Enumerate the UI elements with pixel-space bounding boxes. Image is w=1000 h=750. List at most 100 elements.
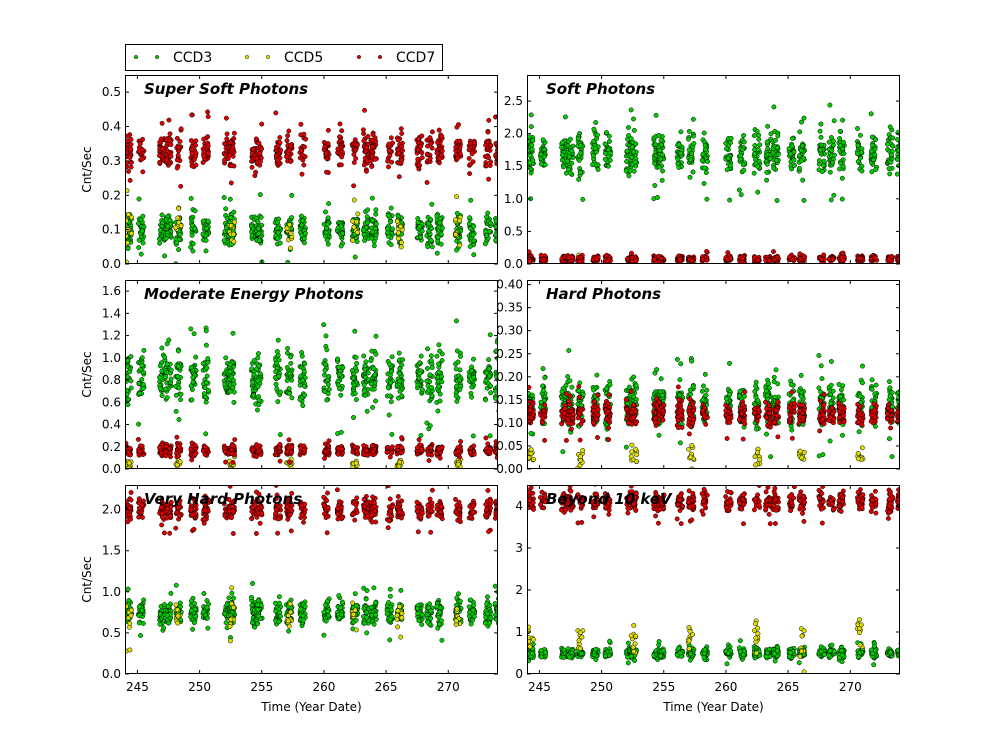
point-ccd3 — [869, 134, 875, 140]
point-ccd3 — [565, 374, 571, 379]
point-ccd3 — [321, 322, 327, 328]
point-ccd7 — [229, 451, 235, 457]
point-ccd3 — [351, 415, 356, 420]
point-ccd3 — [159, 345, 165, 351]
point-ccd7 — [387, 454, 393, 460]
point-ccd7 — [299, 152, 305, 158]
point-ccd3 — [385, 226, 391, 232]
point-ccd3 — [275, 337, 281, 343]
point-ccd3 — [686, 128, 692, 134]
point-ccd7 — [176, 453, 182, 459]
point-ccd7 — [369, 443, 375, 449]
point-ccd7 — [176, 443, 182, 449]
point-ccd3 — [289, 395, 295, 401]
point-ccd7 — [497, 152, 498, 156]
point-ccd3 — [227, 196, 233, 202]
y-tick-label: 0.2 — [102, 440, 121, 454]
point-ccd3 — [415, 382, 421, 388]
point-ccd7 — [798, 256, 804, 262]
point-ccd3 — [322, 389, 328, 395]
point-ccd3 — [469, 368, 474, 374]
point-ccd5 — [177, 459, 183, 465]
point-ccd3 — [873, 167, 879, 173]
point-ccd3 — [628, 136, 634, 142]
point-ccd3 — [389, 368, 394, 374]
point-ccd7 — [456, 122, 461, 128]
point-ccd7 — [386, 164, 391, 170]
point-ccd3 — [800, 177, 806, 183]
point-ccd3 — [189, 397, 195, 403]
point-ccd7 — [399, 157, 405, 163]
point-ccd7 — [337, 121, 343, 127]
point-ccd7 — [821, 252, 827, 258]
point-ccd3 — [335, 356, 341, 362]
point-ccd3 — [887, 171, 893, 177]
point-ccd3 — [529, 142, 535, 148]
point-ccd7 — [301, 162, 307, 168]
point-ccd7 — [427, 135, 433, 141]
point-ccd7 — [126, 168, 131, 174]
point-ccd3 — [221, 195, 227, 200]
point-ccd7 — [771, 249, 776, 255]
point-ccd3 — [653, 112, 659, 118]
point-ccd3 — [542, 162, 548, 168]
point-ccd7 — [322, 144, 328, 150]
plot-area — [527, 280, 900, 469]
point-ccd3 — [577, 170, 583, 175]
point-ccd3 — [140, 381, 146, 387]
point-ccd7 — [157, 159, 163, 165]
point-ccd3 — [796, 165, 802, 171]
point-ccd7 — [337, 134, 342, 140]
point-ccd3 — [675, 156, 681, 162]
point-ccd7 — [604, 258, 610, 264]
point-ccd5 — [173, 225, 179, 230]
point-ccd3 — [371, 366, 377, 372]
point-ccd7 — [168, 142, 174, 148]
panel-title: Soft Photons — [546, 80, 655, 98]
point-ccd7 — [566, 255, 571, 261]
point-ccd3 — [157, 236, 162, 242]
point-ccd7 — [227, 152, 233, 158]
point-ccd3 — [868, 148, 874, 154]
point-ccd7 — [399, 445, 405, 451]
point-ccd7 — [127, 155, 133, 161]
y-tick-label: 0.3 — [102, 154, 121, 168]
point-ccd3 — [389, 226, 395, 232]
point-ccd3 — [141, 224, 147, 230]
point-ccd3 — [828, 197, 834, 203]
point-ccd7 — [372, 156, 378, 162]
point-ccd3 — [419, 228, 425, 234]
point-ccd7 — [205, 109, 211, 115]
point-ccd3 — [575, 136, 581, 142]
point-ccd3 — [487, 229, 493, 234]
point-ccd3 — [203, 431, 209, 437]
point-ccd3 — [497, 233, 498, 235]
point-ccd3 — [127, 369, 133, 375]
point-ccd3 — [335, 378, 341, 384]
point-ccd3 — [691, 141, 697, 146]
point-ccd7 — [201, 136, 207, 142]
point-ccd3 — [595, 167, 601, 172]
y-tick-label: 1.6 — [102, 284, 121, 298]
point-ccd7 — [325, 141, 331, 147]
point-ccd3 — [528, 430, 534, 436]
point-ccd3 — [200, 361, 206, 367]
point-ccd3 — [497, 226, 498, 229]
point-ccd3 — [899, 146, 900, 150]
point-ccd7 — [899, 259, 900, 262]
point-ccd7 — [258, 159, 263, 164]
point-ccd5 — [453, 231, 459, 237]
point-ccd3 — [437, 220, 443, 226]
point-ccd3 — [371, 386, 377, 392]
point-ccd3 — [200, 218, 206, 224]
point-ccd3 — [487, 433, 493, 439]
point-ccd3 — [157, 240, 163, 246]
point-ccd7 — [497, 135, 498, 138]
point-ccd3 — [591, 152, 596, 158]
point-ccd3 — [771, 104, 777, 110]
point-ccd7 — [436, 127, 442, 133]
point-ccd3 — [736, 187, 742, 193]
point-ccd3 — [576, 388, 582, 394]
point-ccd7 — [416, 437, 422, 443]
